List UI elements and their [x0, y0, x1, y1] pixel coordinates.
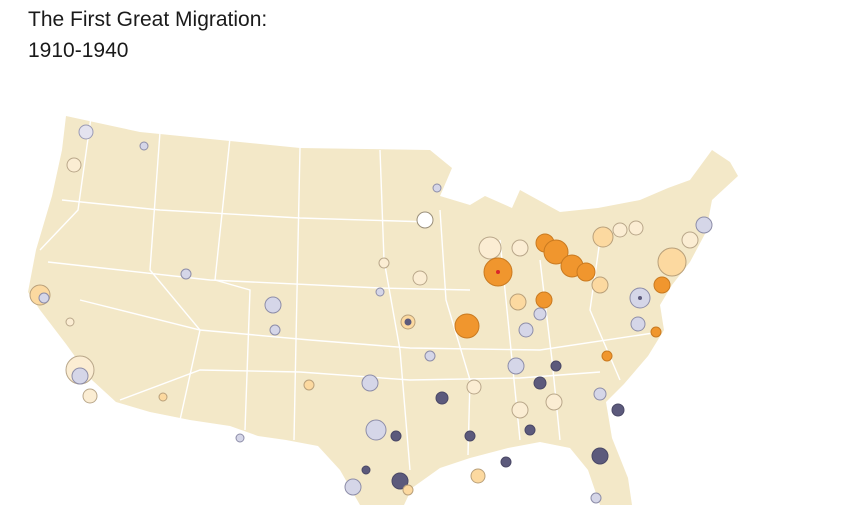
- bubble: [638, 296, 642, 300]
- bubble: [65, 317, 75, 327]
- bubble: [454, 313, 480, 339]
- bubble: [650, 326, 662, 338]
- bubble: [509, 293, 527, 311]
- bubble: [496, 270, 500, 274]
- bubble: [435, 391, 449, 405]
- bubble: [518, 322, 534, 338]
- bubble: [500, 456, 512, 468]
- title-line: The First Great Migration:: [28, 8, 268, 31]
- bubble: [344, 478, 362, 496]
- bubble: [630, 316, 646, 332]
- bubble: [470, 468, 486, 484]
- bubble: [416, 211, 434, 229]
- bubble: [66, 157, 82, 173]
- bubble: [365, 419, 387, 441]
- bubble: [412, 270, 428, 286]
- bubble: [180, 268, 192, 280]
- bubble: [550, 360, 562, 372]
- bubble: [628, 220, 644, 236]
- bubble: [361, 465, 371, 475]
- bubble: [535, 291, 553, 309]
- bubble: [432, 183, 442, 193]
- map-title: The First Great Migration: 1910-1940: [28, 4, 267, 66]
- bubble: [524, 424, 536, 436]
- bubble: [78, 124, 94, 140]
- bubble: [264, 296, 282, 314]
- bubble: [576, 262, 596, 282]
- bubble: [653, 276, 671, 294]
- bubble: [591, 276, 609, 294]
- bubble: [139, 141, 149, 151]
- bubble: [269, 324, 281, 336]
- bubble: [391, 472, 409, 490]
- bubble: [424, 350, 436, 362]
- bubble: [511, 239, 529, 257]
- bubble: [545, 393, 563, 411]
- bubble: [591, 447, 609, 465]
- bubble: [611, 403, 625, 417]
- bubble: [601, 350, 613, 362]
- bubble: [533, 307, 547, 321]
- bubble: [375, 287, 385, 297]
- bubble: [303, 379, 315, 391]
- bubble: [592, 226, 614, 248]
- bubble: [82, 388, 98, 404]
- bubble: [695, 216, 713, 234]
- bubble: [612, 222, 628, 238]
- bubbles: [29, 124, 713, 504]
- bubble: [71, 367, 89, 385]
- bubble: [378, 257, 390, 269]
- bubble: [593, 387, 607, 401]
- bubble: [543, 239, 569, 265]
- bubble: [590, 492, 602, 504]
- bubble: [533, 376, 547, 390]
- bubble: [38, 292, 50, 304]
- bubble: [464, 430, 476, 442]
- us-outline: [28, 116, 738, 505]
- bubble: [681, 231, 699, 249]
- bubble: [235, 433, 245, 443]
- bubble: [657, 247, 687, 277]
- bubble: [466, 379, 482, 395]
- bubble: [390, 430, 402, 442]
- bubble: [158, 392, 168, 402]
- bubble: [507, 357, 525, 375]
- bubble: [511, 401, 529, 419]
- title-line: 1910-1940: [28, 39, 129, 62]
- bubble: [404, 318, 412, 326]
- bubble: [478, 236, 502, 260]
- bubble: [402, 484, 414, 496]
- bubble: [361, 374, 379, 392]
